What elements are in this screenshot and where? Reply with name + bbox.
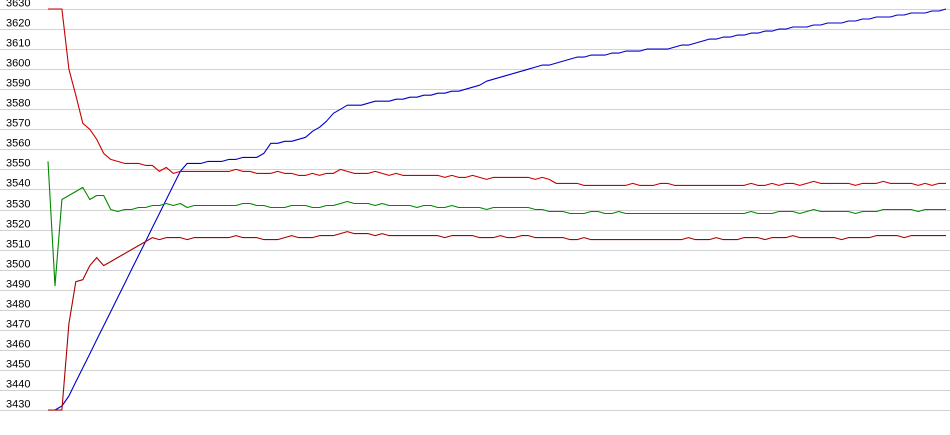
y-tick-label: 3590 (6, 78, 30, 90)
y-tick-label: 3430 (6, 399, 30, 411)
y-tick-label: 3510 (6, 239, 30, 251)
y-tick-label: 3450 (6, 359, 30, 371)
y-tick-label: 3540 (6, 178, 30, 190)
y-axis-tick-labels: 3630 3620 3610 3600 3590 3580 3570 3560 3550 3540… (6, 0, 30, 411)
gridlines (0, 9, 950, 411)
series-line-1 (48, 8, 947, 411)
y-tick-label: 3570 (6, 118, 30, 130)
series-line-2 (48, 8, 946, 186)
y-tick-label: 3440 (6, 379, 30, 391)
y-tick-label: 3530 (6, 199, 30, 211)
series-lines (47, 8, 947, 411)
y-tick-label: 3560 (6, 138, 30, 150)
y-tick-label: 3550 (6, 158, 30, 170)
y-tick-label: 3620 (6, 18, 30, 30)
y-tick-label: 3520 (6, 219, 30, 231)
y-tick-label: 3600 (6, 58, 30, 70)
y-tick-label: 3610 (6, 38, 30, 50)
y-tick-label: 3480 (6, 299, 30, 311)
y-tick-label: 3470 (6, 319, 30, 331)
y-tick-label: 3490 (6, 279, 30, 291)
series-line-4 (48, 231, 946, 411)
y-tick-label: 3460 (6, 339, 30, 351)
series-line-3 (47, 161, 946, 287)
y-tick-label: 3630 (6, 0, 30, 10)
y-tick-label: 3580 (6, 98, 30, 110)
y-tick-label: 3500 (6, 259, 30, 271)
